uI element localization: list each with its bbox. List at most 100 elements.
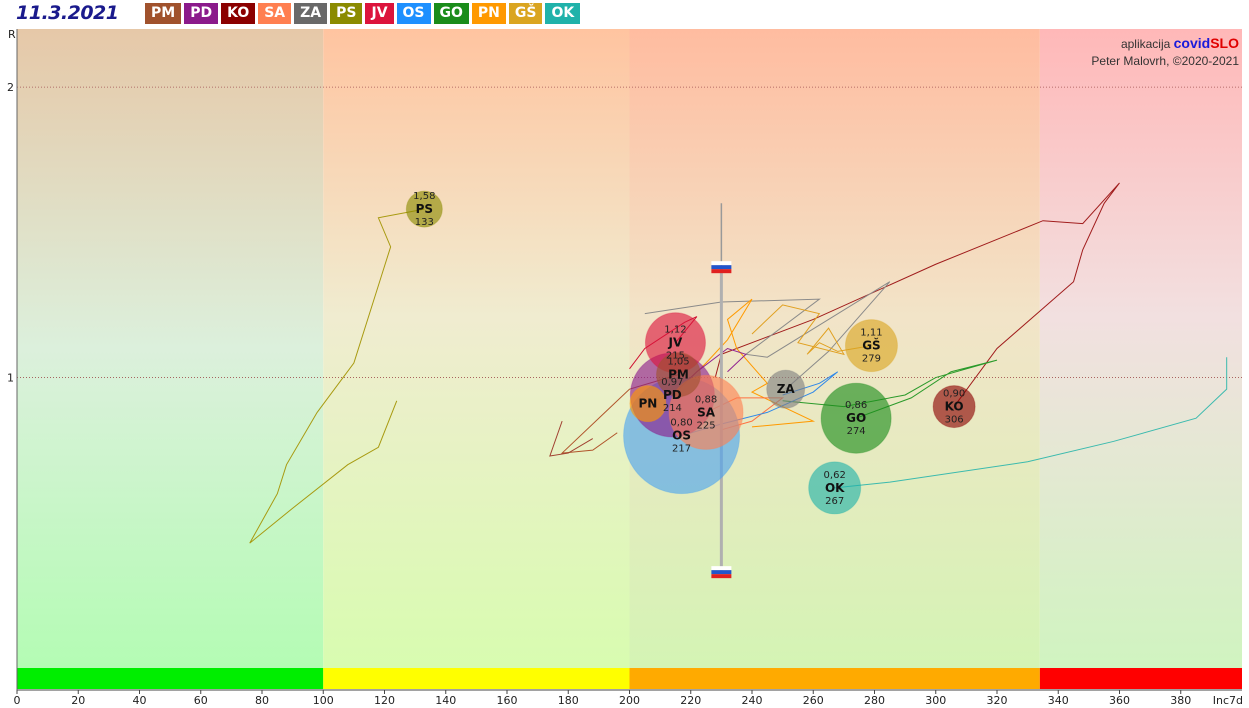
zone-bar [17,668,1242,689]
bubble-inc-label: 306 [945,415,964,426]
trail-ko [714,182,1120,407]
x-tick-label: 140 [435,694,456,707]
legend-item-go[interactable]: GO [433,3,469,24]
bubble-ps [405,190,443,228]
bubble-inc-label: 214 [663,403,682,414]
bubble-r-label: 1,11 [860,328,882,339]
x-tick-label: 20 [71,694,85,707]
flag-icon [711,566,732,579]
flag-stripe [711,261,732,266]
bubble-code-label: PM [668,368,689,382]
bubble-r-label: 0,88 [695,394,717,405]
flag-stripe [711,570,732,575]
bubble-pm [656,352,701,398]
x-tick-label: 60 [194,694,208,707]
bubble-gš [844,319,898,373]
bubble-r-label: 0,62 [824,470,846,481]
bubble-r-label: 0,97 [661,377,683,388]
bubble-r-label: 0,86 [845,400,867,411]
bubble-inc-label: 274 [847,426,866,437]
bubble-r-label: 0,90 [943,389,965,400]
flag-stripe [711,269,732,274]
zone-bar-segment [17,668,324,689]
legend-item-os[interactable]: OS [396,3,431,24]
bubble-pn [629,385,667,423]
axes: 0 20 40 60 80 100 120 140 160 180 200 220 240 260 280 3… [7,28,1243,707]
region-legend: PM PD KO SA ZA PS JV OS GO PN GŠ OK [145,3,581,24]
legend-item-pn[interactable]: PN [471,3,506,24]
bubble-ok [808,461,862,515]
bubble-code-label: SA [697,405,716,419]
bubble-code-label: PS [416,202,433,216]
bubble-inc-label: 225 [697,420,716,431]
bubble-r-label: 0,80 [670,418,692,429]
trail-ps [249,208,425,544]
legend-item-za[interactable]: ZA [294,3,328,24]
x-tick-label: 380 [1170,694,1191,707]
legend-item-ps[interactable]: PS [330,3,363,24]
trail-ok [834,357,1228,489]
bubble-code-label: ZA [777,382,796,396]
credit-box: aplikacija covidSLO Peter Malovrh, ©2020… [1091,35,1239,70]
bubble-r-label: 1,12 [664,325,686,336]
trail-pm [549,420,594,457]
bubble-go [820,382,892,454]
legend-item-ok[interactable]: OK [545,3,581,24]
brand-slo: SLO [1210,35,1239,51]
bubble-code-label: GO [846,411,866,425]
zone-background [17,29,324,668]
x-tick-label: 200 [619,694,640,707]
y-axis-label: R [8,28,16,41]
trail-za [644,281,891,390]
bubble-inc-label: 279 [862,354,881,365]
y-tick-label: 1 [7,372,14,385]
legend-item-ko[interactable]: KO [221,3,256,24]
zone-background [1039,29,1242,668]
bubble-inc-label: 267 [825,496,844,507]
zone-bar-segment [323,668,630,689]
legend-item-sa[interactable]: SA [258,3,292,24]
x-tick-label: 180 [558,694,579,707]
credit-author: Peter Malovrh, ©2020-2021 [1091,54,1239,68]
bubble-r-label: 1,05 [667,357,689,368]
zone-backgrounds [17,29,1242,668]
x-tick-label: 300 [925,694,946,707]
trail-gš [751,304,872,356]
y-tick-label: 2 [7,81,14,94]
bubble-inc-label: 217 [672,444,691,455]
x-tick-label: 40 [133,694,147,707]
x-tick-label: 240 [742,694,763,707]
zone-bar-segment [629,668,1040,689]
date-title: 11.3.2021 [16,2,119,24]
bubble-code-label: JV [668,336,683,350]
bubble-code-label: KO [945,400,964,414]
legend-item-jv[interactable]: JV [365,3,394,24]
bubble-code-label: GŠ [862,338,881,353]
x-axis-label: Inc7d [1213,694,1243,707]
bubble-code-label: PD [663,388,682,402]
bubble-inc-label: 133 [415,217,434,228]
bubble-ko [932,385,976,429]
x-tick-label: 340 [1048,694,1069,707]
x-tick-label: 80 [255,694,269,707]
bubble-inc-label: 215 [666,351,685,362]
x-tick-label: 160 [497,694,518,707]
legend-item-pm[interactable]: PM [145,3,182,24]
x-tick-label: 100 [313,694,334,707]
legend-item-pd[interactable]: PD [184,3,219,24]
bubble-code-label: OK [825,481,845,495]
bubble-code-label: OS [672,429,691,443]
flag-stripe [711,574,732,579]
flag-stripe [711,265,732,270]
x-tick-label: 220 [680,694,701,707]
flag-icon [711,261,732,274]
zone-background [323,29,630,668]
legend-item-gš[interactable]: GŠ [508,3,543,24]
credit-prefix: aplikacija [1120,37,1171,51]
x-tick-label: 320 [987,694,1008,707]
x-tick-label: 260 [803,694,824,707]
zone-bar-segment [1039,668,1242,689]
x-tick-label: 360 [1109,694,1130,707]
bubble-za [766,369,806,409]
